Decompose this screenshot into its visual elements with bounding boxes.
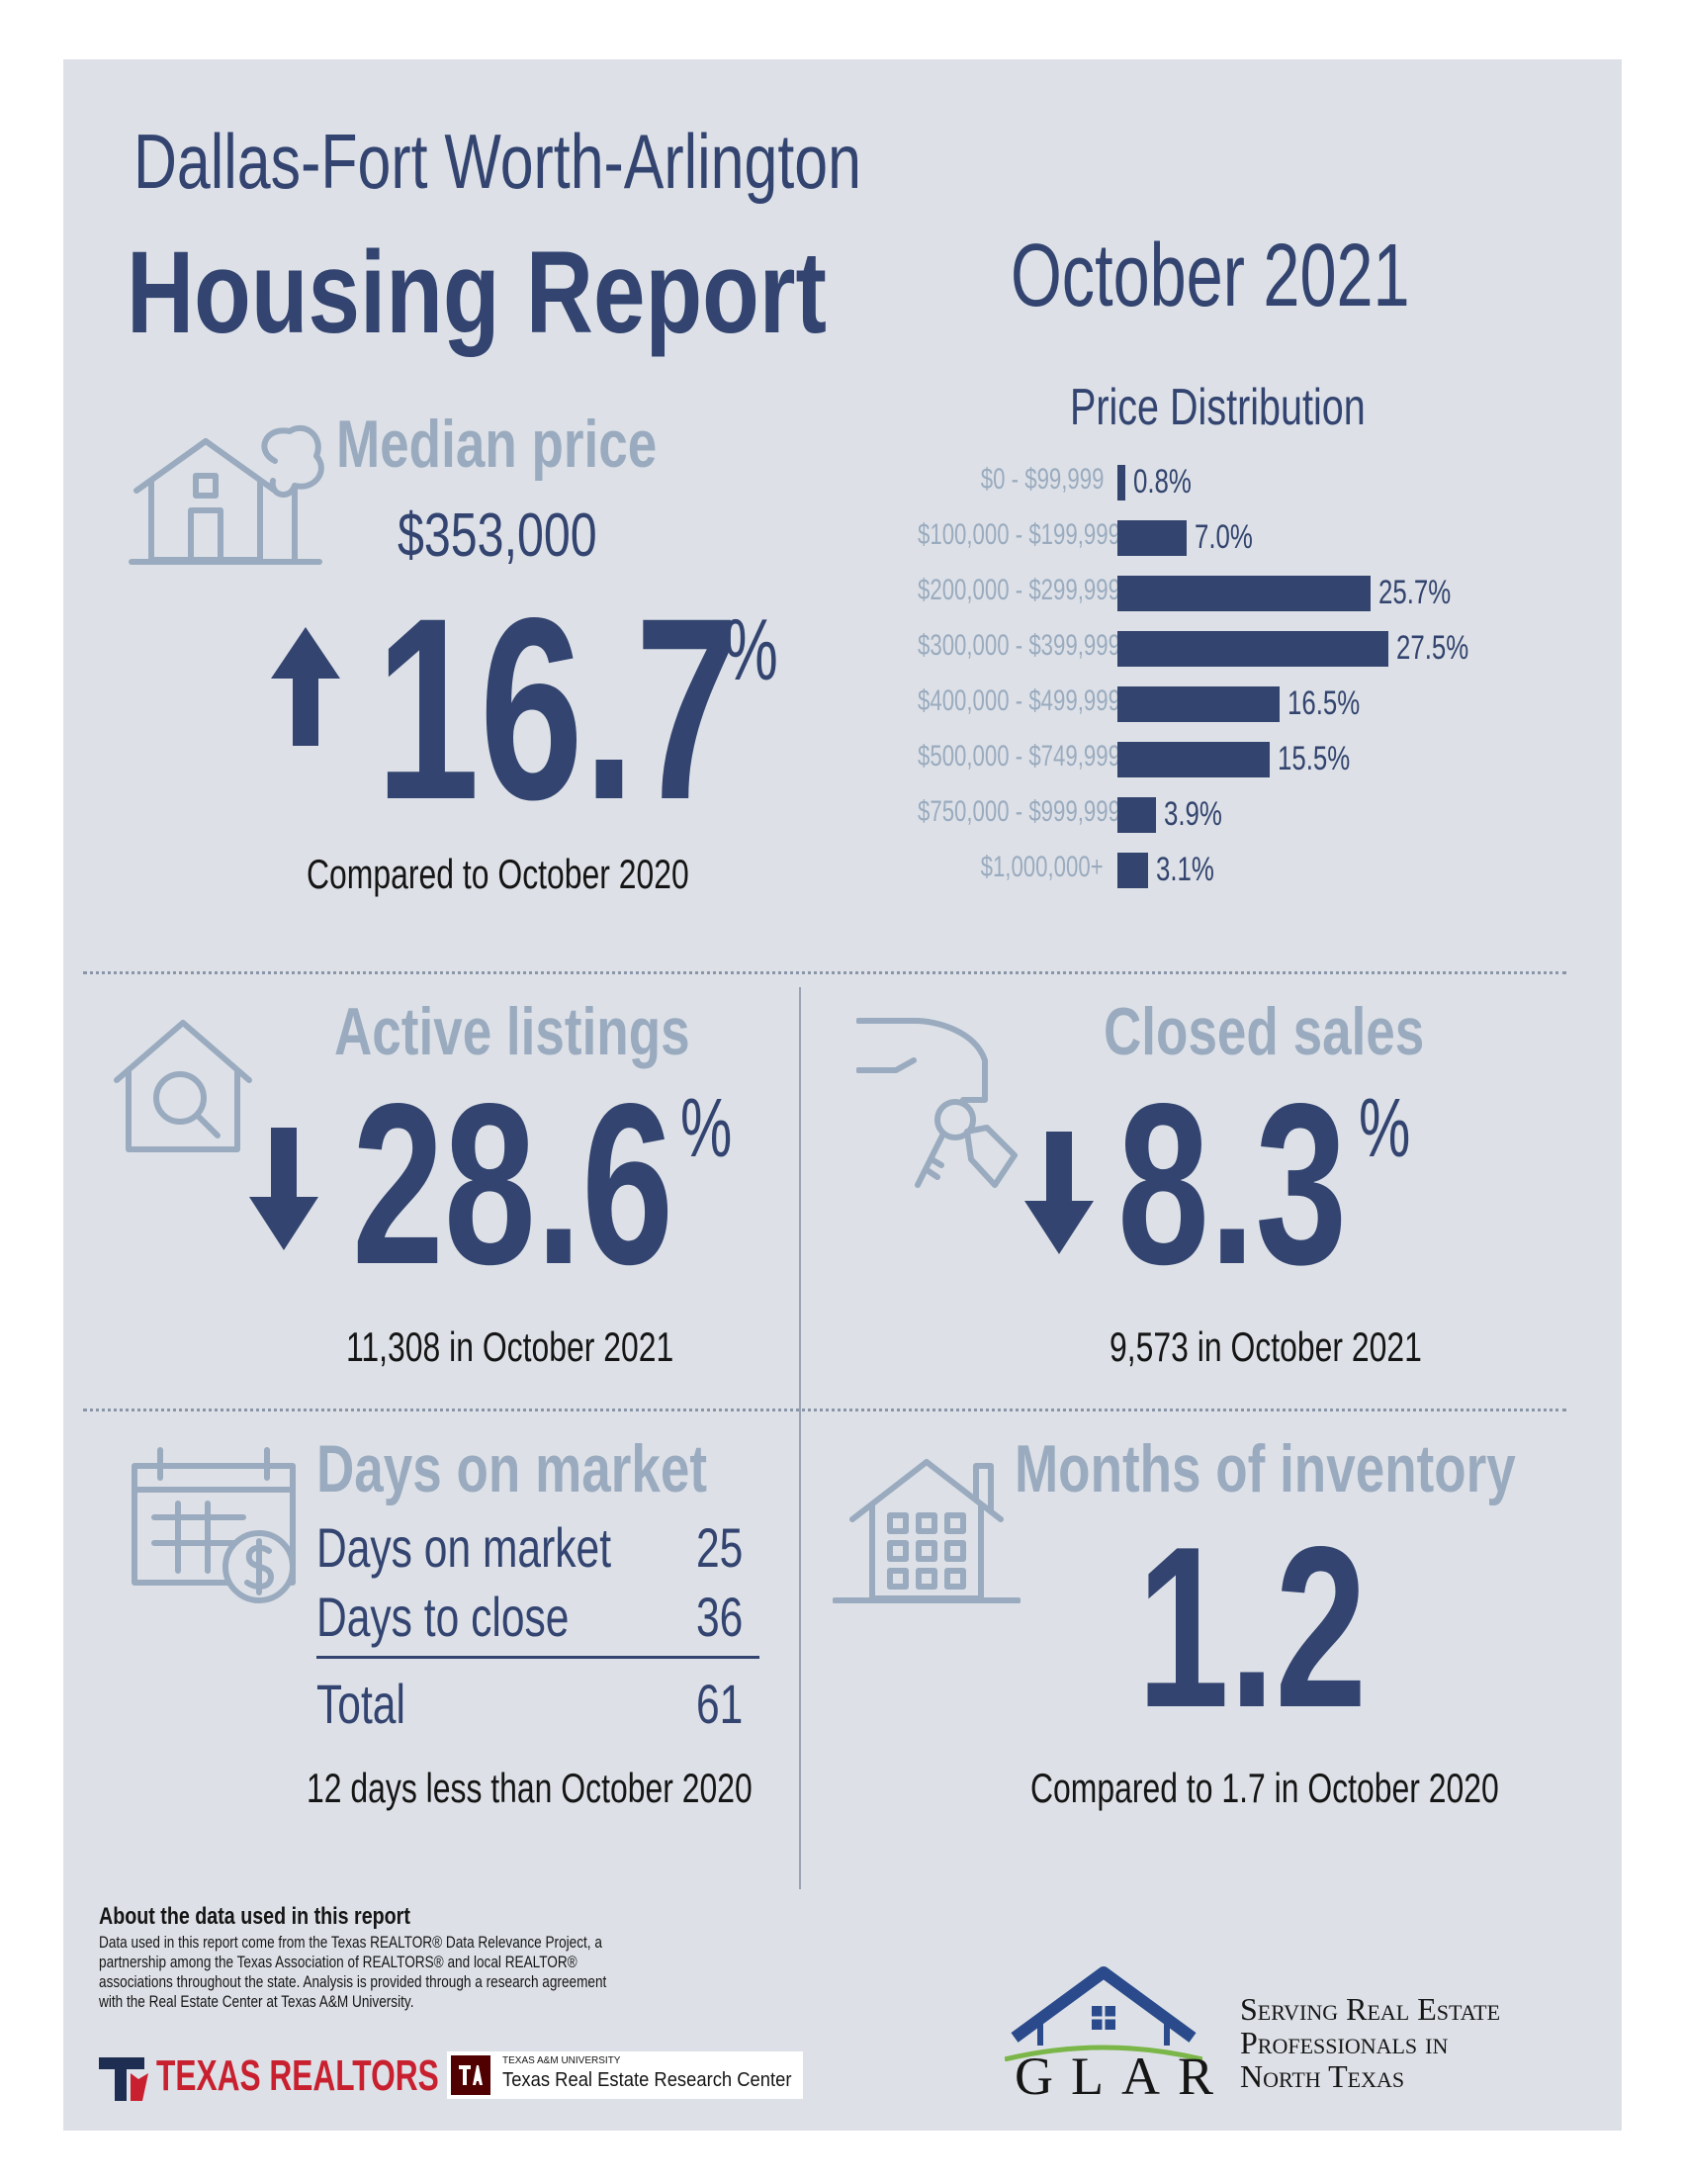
price-bar [1117,742,1271,777]
glar-tagline: Serving Real Estate Professionals in Nor… [1240,1992,1500,2093]
about-text: Data used in this report come from the T… [99,1933,607,2011]
price-bar [1117,853,1148,888]
price-bar [1117,686,1281,722]
price-range-label: $1,000,000+ [980,851,1104,883]
texas-realtors-name: TEXAS REALTORS [156,2051,439,2100]
price-range-label: $300,000 - $399,999 [917,629,1120,662]
tagline-line: Serving Real Estate [1240,1991,1501,2027]
months-inventory-label: Months of inventory [1015,1431,1516,1506]
tamu-logo-icon [451,2055,490,2095]
about-title: About the data used in this report [99,1903,410,1930]
house-magnifier-icon [109,1011,257,1159]
tamu-university-label: TEXAS A&M UNIVERSITY [502,2055,621,2066]
price-bar [1117,520,1187,556]
months-inventory-note: Compared to 1.7 in October 2020 [1030,1765,1499,1811]
days-on-market-label: Days on market [316,1431,708,1506]
price-bar-value: 0.8% [1132,463,1192,500]
price-bar-value: 16.5% [1287,684,1361,722]
tamu-center-name: Texas Real Estate Research Center [502,2069,792,2091]
median-price-note: Compared to October 2020 [307,851,689,897]
total-label: Total [316,1673,405,1735]
active-listings-label: Active listings [334,994,690,1069]
dtc-row-label: Days to close [316,1586,570,1648]
median-price-pct-sign: % [724,600,778,698]
tagline-line: Professionals in [1240,2025,1449,2060]
calendar-dollar-icon [131,1444,309,1612]
region-title: Dallas-Fort Worth-Arlington [133,118,861,205]
price-bar [1117,576,1372,611]
dom-row-label: Days on market [316,1516,612,1579]
price-bar-value: 27.5% [1396,629,1469,667]
median-price-change: 16.7 [376,564,740,854]
price-bar-value: 15.5% [1278,740,1351,777]
active-listings-note: 11,308 in October 2021 [346,1323,674,1370]
house-tree-icon [127,421,324,570]
hand-keys-icon [856,1011,1024,1199]
divider-vertical [799,987,801,1889]
price-distribution-title: Price Distribution [1070,379,1366,436]
divider-top [83,971,1566,974]
dtc-row-value: 36 [696,1586,744,1648]
total-value: 61 [696,1673,744,1735]
closed-sales-change: 8.3 [1117,1056,1348,1313]
report-panel [63,59,1622,2131]
dom-row-value: 25 [696,1516,744,1579]
divider-middle [83,1409,1566,1411]
total-rule [316,1656,759,1659]
active-listings-pct-sign: % [680,1081,733,1174]
active-listings-change: 28.6 [352,1056,674,1313]
price-bar-value: 3.9% [1163,795,1222,833]
days-on-market-note: 12 days less than October 2020 [307,1765,753,1811]
arrow-down-icon [249,1128,318,1250]
price-bar-value: 3.1% [1155,851,1214,888]
price-range-label: $750,000 - $999,999 [917,795,1120,828]
arrow-up-icon [271,627,340,746]
price-bar-value: 25.7% [1378,574,1452,611]
report-month: October 2021 [1011,227,1410,325]
price-bar [1117,631,1388,667]
tagline-line: North Texas [1240,2058,1405,2094]
closed-sales-label: Closed sales [1104,994,1425,1069]
median-price-label: Median price [336,407,658,482]
closed-sales-pct-sign: % [1359,1081,1411,1174]
price-range-label: $200,000 - $299,999 [917,574,1120,606]
median-price-value: $353,000 [398,501,597,570]
texas-realtors-logo-icon [99,2057,148,2101]
building-icon [833,1450,1021,1608]
glar-house-logo-icon [1005,1966,1202,2061]
tamu-logo-box: TEXAS A&M UNIVERSITY Texas Real Estate R… [447,2051,803,2099]
price-range-label: $400,000 - $499,999 [917,684,1120,717]
price-range-label: $0 - $99,999 [980,463,1104,496]
price-bar-value: 7.0% [1194,518,1253,556]
price-range-label: $500,000 - $749,999 [917,740,1120,773]
price-bar [1117,465,1125,500]
closed-sales-note: 9,573 in October 2021 [1110,1323,1422,1370]
arrow-down-icon [1024,1132,1094,1254]
report-title: Housing Report [127,228,827,358]
glar-wordmark: GLAR [1015,2047,1231,2106]
price-range-label: $100,000 - $199,999 [917,518,1120,551]
months-inventory-value: 1.2 [1137,1500,1368,1756]
price-bar [1117,797,1156,833]
